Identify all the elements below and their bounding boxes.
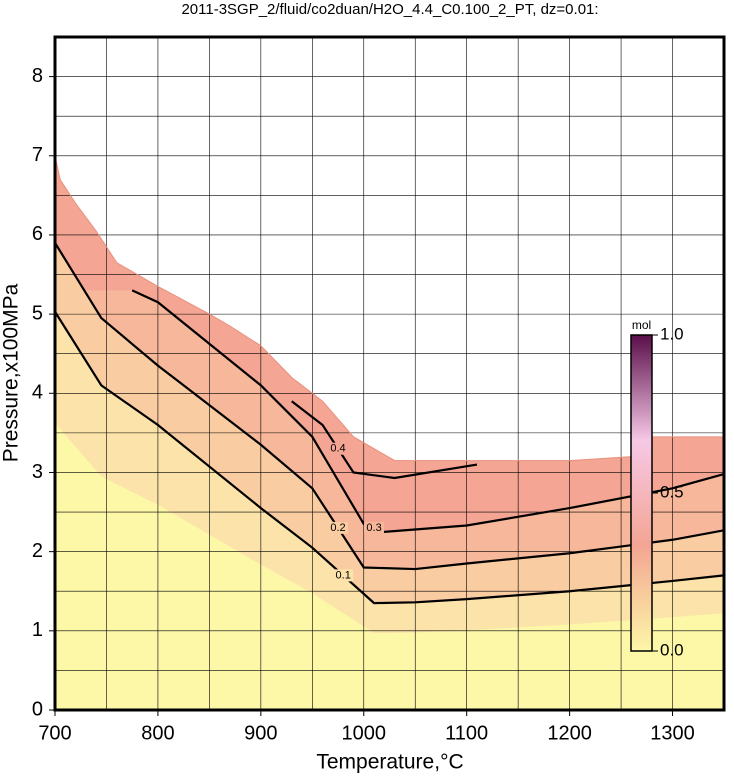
chart-title: 2011-3SGP_2/fluid/co2duan/H2O_4.4_C0.100… <box>181 1 598 18</box>
x-tick-label: 900 <box>244 722 277 744</box>
y-tick-label: 5 <box>32 302 43 324</box>
y-tick-label: 7 <box>32 144 43 166</box>
colorbar-tick-label: 1.0 <box>660 324 684 343</box>
y-tick-label: 1 <box>32 619 43 641</box>
colorbar-tick-label: 0.0 <box>660 640 684 659</box>
colorbar-label: mol <box>632 318 651 332</box>
x-tick-label: 1000 <box>342 722 387 744</box>
field-boundary <box>54 155 724 462</box>
y-axis-label: Pressure,x100MPa <box>0 283 23 462</box>
contour-line <box>54 242 725 571</box>
contour-line <box>54 311 725 605</box>
contour-line <box>291 400 478 480</box>
field-fills <box>55 155 724 710</box>
contour-label: 0.4 <box>330 443 345 455</box>
y-tick-label: 6 <box>32 223 43 245</box>
contour-label-bg <box>328 521 349 534</box>
contour-label: 0.1 <box>336 569 351 581</box>
y-tick-label: 2 <box>32 540 43 562</box>
x-tick-label: 1100 <box>445 722 488 744</box>
colorbar <box>630 334 653 652</box>
plot-frame <box>53 35 726 712</box>
y-tick-label: 4 <box>32 382 43 404</box>
base-fill <box>55 311 724 710</box>
y-tick-label: 3 <box>32 461 43 483</box>
contour-label-bg <box>333 569 354 582</box>
colorbar-tick-label: 0.5 <box>660 482 684 501</box>
x-tick-label: 1300 <box>650 722 695 744</box>
contour-label-bg <box>328 442 349 455</box>
contour-label-bg <box>364 521 385 534</box>
y-tick-label: 8 <box>32 65 43 87</box>
contour-label: 0.3 <box>366 522 381 534</box>
x-tick-label: 700 <box>38 722 71 744</box>
x-tick-label: 1200 <box>547 722 592 744</box>
y-tick-label: 0 <box>32 698 43 720</box>
contour-label: 0.2 <box>330 522 345 534</box>
x-axis-label: Temperature,°C <box>316 751 463 774</box>
x-tick-label: 800 <box>141 722 174 744</box>
